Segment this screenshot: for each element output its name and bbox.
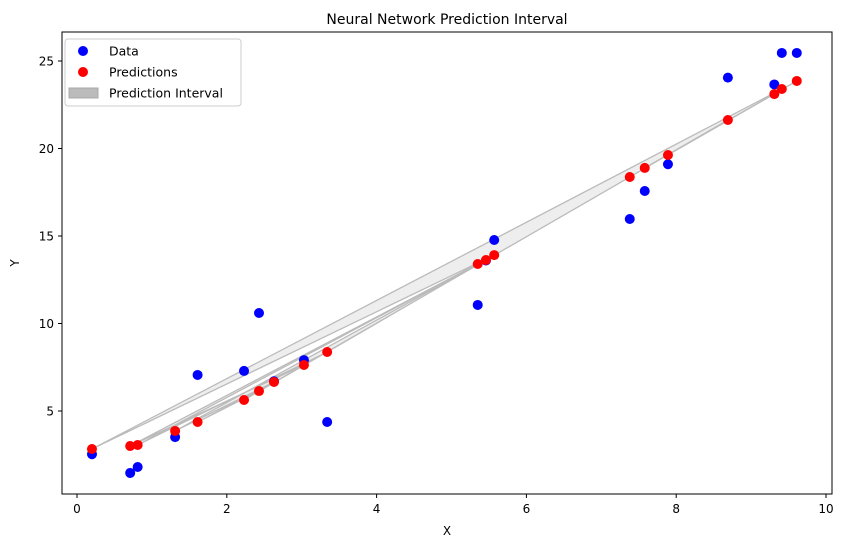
- data-point: [722, 72, 733, 83]
- prediction-point: [239, 394, 250, 405]
- data-point: [192, 369, 203, 380]
- data-point: [662, 159, 673, 170]
- x-tick-label: 8: [672, 502, 680, 516]
- prediction-point: [268, 376, 279, 387]
- data-point: [791, 47, 802, 58]
- y-tick-label: 20: [39, 142, 54, 156]
- legend-interval-swatch: [68, 87, 99, 99]
- prediction-point: [722, 114, 733, 125]
- prediction-point: [298, 359, 309, 370]
- legend-interval-label: Prediction Interval: [109, 86, 223, 101]
- prediction-point: [624, 172, 635, 183]
- prediction-point: [125, 441, 136, 451]
- legend-data-marker: [78, 46, 88, 56]
- prediction-point: [192, 417, 203, 428]
- data-point: [322, 417, 333, 428]
- x-tick-label: 6: [523, 502, 531, 516]
- prediction-point: [170, 425, 181, 436]
- prediction-point: [791, 75, 802, 86]
- data-point: [776, 47, 787, 58]
- prediction-point: [639, 162, 650, 173]
- prediction-point: [254, 386, 265, 397]
- y-tick-label: 15: [39, 230, 54, 244]
- y-tick-label: 5: [46, 405, 54, 419]
- axes-frame: [61, 31, 833, 495]
- prediction-point: [769, 89, 780, 100]
- legend: Data Predictions Prediction Interval: [64, 38, 242, 107]
- data-point: [125, 467, 136, 478]
- prediction-point: [322, 347, 333, 358]
- prediction-point: [480, 254, 491, 265]
- y-tick-label: 10: [39, 317, 54, 331]
- x-axis-label: X: [443, 524, 451, 538]
- prediction-point: [86, 443, 97, 454]
- y-axis-label: Y: [8, 259, 22, 268]
- data-point: [489, 235, 500, 246]
- prediction-point: [662, 149, 673, 160]
- x-tick-label: 4: [373, 502, 381, 516]
- prediction-point: [472, 259, 483, 269]
- data-point: [239, 365, 250, 376]
- legend-predictions-label: Predictions: [109, 65, 178, 80]
- legend-data-label: Data: [109, 44, 139, 59]
- x-tick-label: 2: [223, 502, 231, 516]
- data-point: [254, 308, 265, 318]
- data-point: [132, 462, 143, 472]
- data-point: [624, 214, 635, 225]
- prediction-point: [132, 439, 143, 450]
- prediction-point: [776, 84, 787, 94]
- x-tick-label: 0: [73, 502, 81, 516]
- data-point: [472, 299, 483, 310]
- chart-title: Neural Network Prediction Interval: [326, 12, 567, 28]
- data-point: [769, 79, 780, 90]
- x-tick-label: 10: [818, 502, 833, 516]
- y-tick-label: 25: [39, 55, 54, 69]
- prediction-point: [489, 250, 500, 261]
- legend-predictions-marker: [78, 67, 88, 77]
- data-point: [639, 186, 650, 197]
